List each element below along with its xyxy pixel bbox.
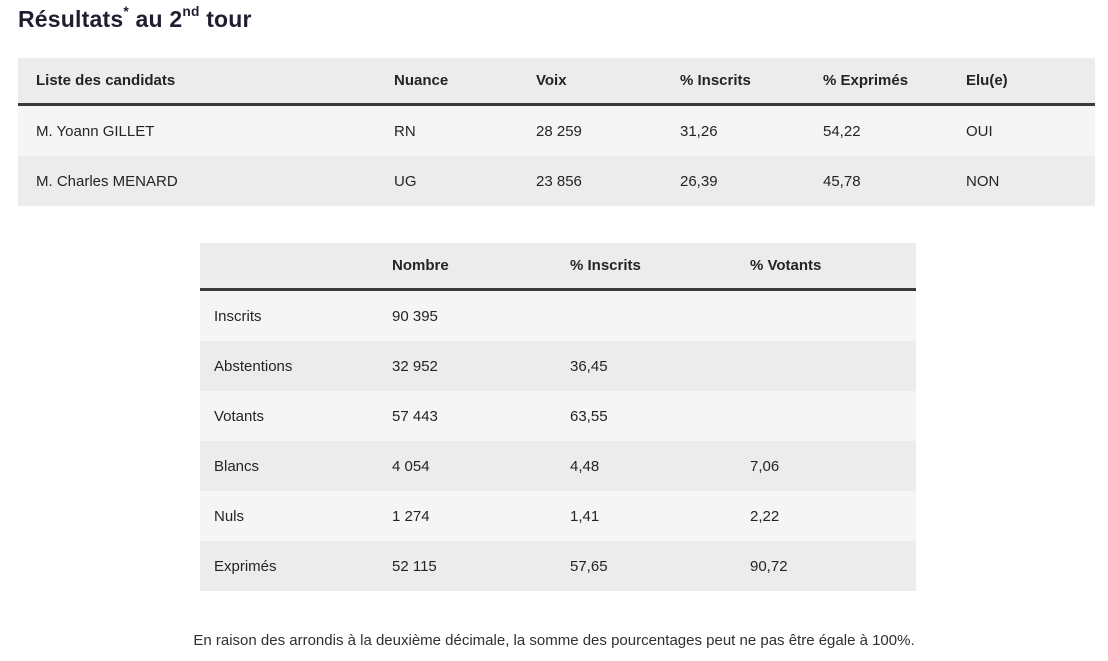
header-liste-des-candidats: Liste des candidats [36, 72, 176, 89]
candidate-voix: 23 856 [536, 172, 582, 190]
row-nombre: 52 115 [392, 557, 437, 575]
header-pct-inscrits: % Inscrits [680, 72, 751, 89]
row-nombre: 1 274 [392, 507, 430, 525]
participation-row-blancs: Blancs 4 054 4,48 7,06 [200, 441, 916, 491]
row-label: Nuls [214, 507, 245, 525]
candidate-name: M. Yoann GILLET [36, 122, 155, 140]
row-label: Blancs [214, 457, 260, 475]
candidate-pct-exprimes: 54,22 [823, 122, 861, 140]
row-pct-inscrits: 1,41 [570, 507, 600, 525]
candidate-pct-inscrits: 26,39 [680, 172, 718, 190]
candidate-row-menard: M. Charles MENARD UG 23 856 26,39 45,78 … [18, 156, 1095, 206]
title-ordinal: nd [182, 4, 200, 20]
candidate-nuance: RN [394, 122, 416, 140]
participation-row-abstentions: Abstentions 32 952 36,45 [200, 341, 916, 391]
candidates-table: Liste des candidats Nuance Voix % Inscri… [18, 58, 1095, 206]
page-title: Résultats* au 2nd tour [18, 4, 1108, 33]
row-label: Abstentions [214, 357, 293, 375]
participation-row-exprimes: Exprimés 52 115 57,65 90,72 [200, 541, 916, 591]
title-text: Résultats [18, 6, 124, 32]
title-end: tour [199, 6, 252, 32]
participation-row-votants: Votants 57 443 63,55 [200, 391, 916, 441]
row-pct-votants: 2,22 [750, 507, 780, 525]
row-nombre: 32 952 [392, 357, 438, 375]
header-pct-exprimes: % Exprimés [823, 72, 909, 89]
candidates-table-header: Liste des candidats Nuance Voix % Inscri… [18, 58, 1095, 106]
participation-row-inscrits: Inscrits 90 395 [200, 291, 916, 341]
candidate-nuance: UG [394, 172, 417, 190]
row-pct-votants: 90,72 [750, 557, 788, 575]
candidate-elu: OUI [966, 122, 993, 140]
candidate-pct-inscrits: 31,26 [680, 122, 718, 140]
participation-row-nuls: Nuls 1 274 1,41 2,22 [200, 491, 916, 541]
header-elu: Elu(e) [966, 72, 1008, 89]
candidate-pct-exprimes: 45,78 [823, 172, 861, 190]
row-nombre: 4 054 [392, 457, 430, 475]
header-nuance: Nuance [394, 72, 449, 89]
header-pct-votants: % Votants [750, 257, 822, 274]
results-page: Résultats* au 2nd tour Liste des candida… [0, 4, 1108, 661]
header-nombre: Nombre [392, 257, 449, 274]
candidate-name: M. Charles MENARD [36, 172, 178, 190]
row-pct-votants: 7,06 [750, 457, 780, 475]
participation-table: Nombre % Inscrits % Votants Inscrits 90 … [200, 243, 916, 591]
participation-table-header: Nombre % Inscrits % Votants [200, 243, 916, 291]
row-label: Exprimés [214, 557, 277, 575]
row-pct-inscrits: 36,45 [570, 357, 608, 375]
row-label: Votants [214, 407, 265, 425]
header-voix: Voix [536, 72, 567, 89]
header-pct-inscrits: % Inscrits [570, 257, 641, 274]
candidate-row-gillet: M. Yoann GILLET RN 28 259 31,26 54,22 OU… [18, 106, 1095, 156]
row-pct-inscrits: 57,65 [570, 557, 608, 575]
row-nombre: 57 443 [392, 407, 438, 425]
candidate-elu: NON [966, 172, 1000, 190]
candidate-voix: 28 259 [536, 122, 582, 140]
row-label: Inscrits [214, 307, 262, 325]
row-pct-inscrits: 63,55 [570, 407, 608, 425]
row-nombre: 90 395 [392, 307, 438, 325]
title-asterisk: * [123, 4, 129, 20]
row-pct-inscrits: 4,48 [570, 457, 600, 475]
title-mid: au 2 [128, 6, 183, 32]
rounding-footnote: En raison des arrondis à la deuxième déc… [193, 632, 915, 649]
